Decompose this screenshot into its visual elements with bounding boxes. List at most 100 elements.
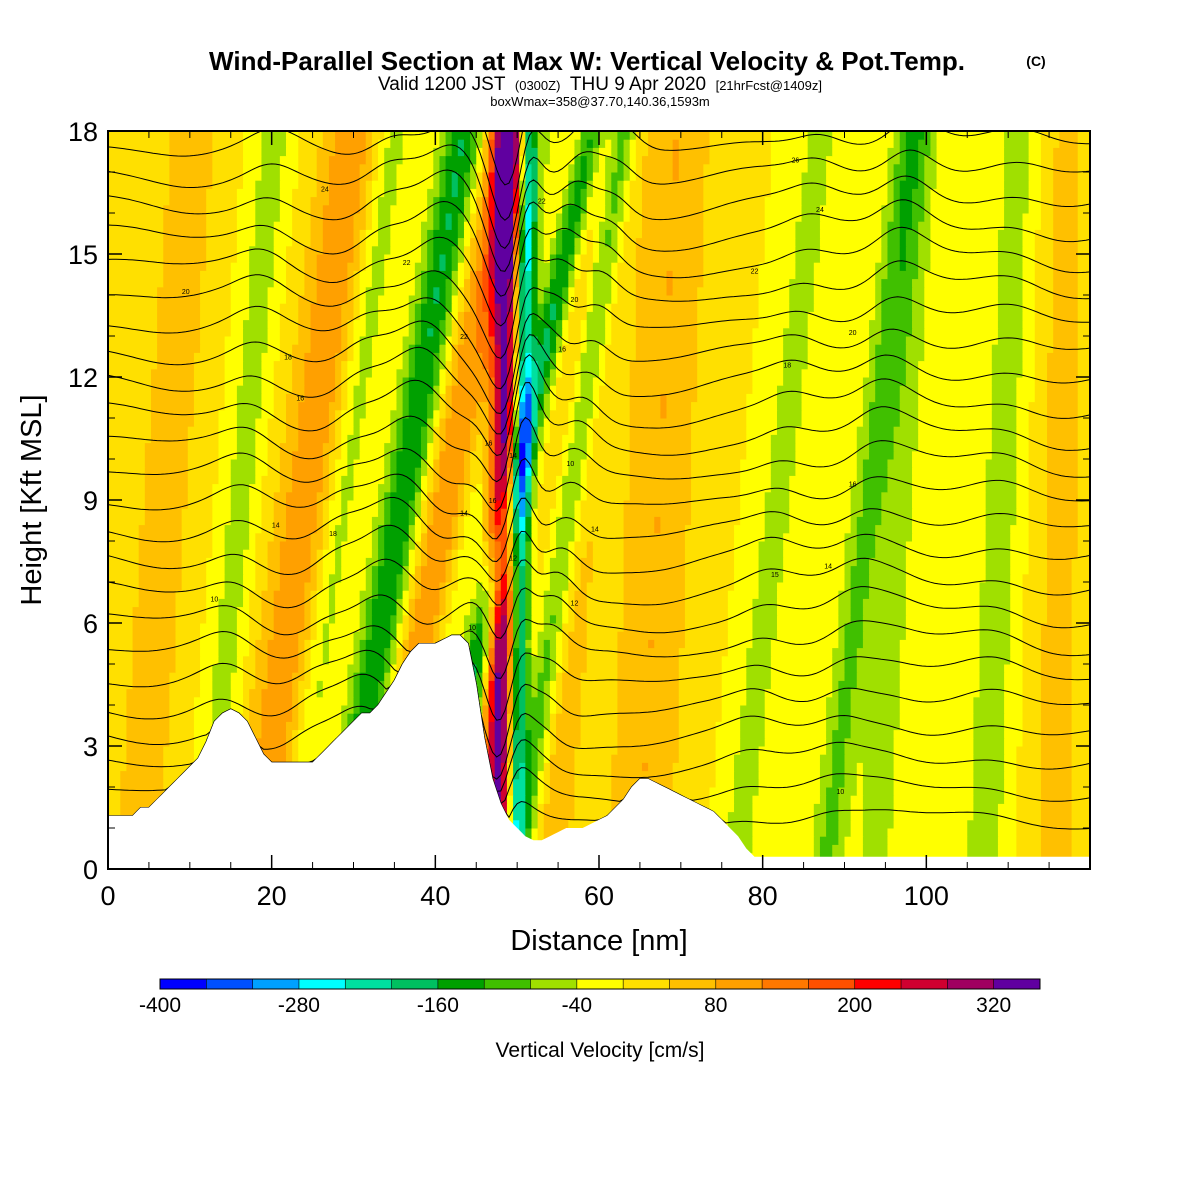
velocity-cell	[887, 220, 901, 230]
velocity-cell	[641, 155, 674, 165]
velocity-cell	[108, 540, 140, 550]
velocity-cell	[734, 565, 760, 575]
velocity-cell	[255, 458, 269, 468]
velocity-cell	[396, 179, 434, 189]
velocity-cell	[494, 499, 508, 509]
velocity-cell	[292, 368, 305, 378]
velocity-cell	[531, 622, 545, 632]
velocity-cell	[586, 278, 594, 288]
velocity-cell	[930, 253, 999, 263]
velocity-cell	[187, 458, 220, 468]
velocity-cell	[525, 392, 533, 403]
velocity-cell	[181, 515, 213, 526]
velocity-cell	[549, 327, 557, 337]
velocity-cell	[482, 606, 490, 616]
velocity-cell	[494, 638, 508, 649]
velocity-cell	[574, 146, 582, 157]
velocity-cell	[691, 466, 741, 476]
velocity-cell	[875, 278, 882, 288]
velocity-cell	[316, 589, 330, 599]
velocity-cell	[727, 819, 754, 829]
velocity-cell	[463, 540, 483, 550]
velocity-cell	[169, 704, 195, 714]
velocity-cell	[912, 499, 987, 509]
velocity-cell	[506, 458, 514, 468]
velocity-cell	[513, 196, 520, 206]
velocity-cell	[562, 622, 576, 632]
velocity-cell	[789, 278, 815, 288]
velocity-cell	[181, 524, 213, 534]
velocity-cell	[1010, 573, 1024, 583]
velocity-cell	[1034, 376, 1048, 386]
velocity-cell	[1077, 466, 1090, 476]
velocity-cell	[163, 212, 207, 222]
velocity-cell	[169, 155, 213, 165]
velocity-cell	[1047, 606, 1073, 616]
velocity-cell	[543, 688, 551, 698]
velocity-cell	[826, 811, 839, 821]
velocity-cell	[967, 835, 999, 845]
velocity-cell	[832, 663, 846, 673]
velocity-cell	[531, 187, 539, 198]
velocity-cell	[1004, 187, 1030, 198]
velocity-cell	[684, 556, 735, 567]
velocity-cell	[795, 220, 821, 230]
velocity-cell	[433, 220, 441, 230]
velocity-cell	[648, 131, 711, 140]
velocity-cell	[316, 155, 330, 165]
velocity-cell	[623, 614, 686, 624]
velocity-cell	[1053, 269, 1079, 280]
velocity-cell	[556, 401, 569, 411]
velocity-cell	[500, 368, 508, 378]
velocity-cell	[421, 245, 428, 255]
velocity-cell	[427, 450, 434, 460]
velocity-cell	[500, 745, 508, 755]
velocity-cell	[1053, 286, 1079, 296]
velocity-cell	[905, 614, 981, 624]
velocity-cell	[838, 827, 852, 837]
velocity-cell	[193, 704, 213, 714]
theta-contour	[108, 634, 1090, 780]
velocity-cell	[200, 343, 226, 353]
velocity-cell	[513, 327, 520, 337]
velocity-cell	[635, 163, 643, 173]
velocity-cell	[255, 532, 275, 542]
velocity-cell	[108, 245, 164, 255]
velocity-cell	[445, 581, 459, 591]
velocity-cell	[623, 573, 686, 583]
velocity-cell	[390, 220, 422, 230]
velocity-cell	[451, 327, 459, 337]
velocity-cell	[531, 220, 539, 230]
velocity-cell	[230, 286, 250, 296]
velocity-cell	[568, 614, 576, 624]
velocity-cell	[1047, 433, 1079, 444]
velocity-cell	[494, 278, 508, 288]
velocity-cell	[623, 581, 686, 591]
velocity-cell	[304, 712, 342, 722]
velocity-cell	[1040, 852, 1073, 862]
theta-contour	[108, 634, 1090, 721]
velocity-cell	[531, 515, 539, 526]
velocity-cell	[513, 638, 520, 649]
velocity-cell	[691, 433, 747, 444]
velocity-cell	[543, 458, 563, 468]
velocity-cell	[451, 294, 459, 304]
velocity-cell	[255, 655, 269, 665]
velocity-cell	[776, 622, 839, 632]
velocity-cell	[396, 392, 404, 403]
velocity-cell	[869, 589, 907, 599]
velocity-cell	[494, 384, 502, 394]
velocity-cell	[451, 278, 459, 288]
velocity-cell	[316, 179, 330, 189]
velocity-cell	[488, 515, 496, 526]
velocity-cell	[691, 450, 747, 460]
velocity-cell	[973, 802, 999, 813]
velocity-cell	[568, 253, 576, 263]
velocity-cell	[1028, 491, 1048, 501]
velocity-cell	[525, 376, 533, 386]
velocity-cell	[850, 720, 901, 731]
velocity-cell	[1053, 253, 1079, 263]
velocity-cell	[819, 843, 833, 854]
velocity-cell	[807, 138, 833, 148]
velocity-cell	[482, 696, 490, 706]
